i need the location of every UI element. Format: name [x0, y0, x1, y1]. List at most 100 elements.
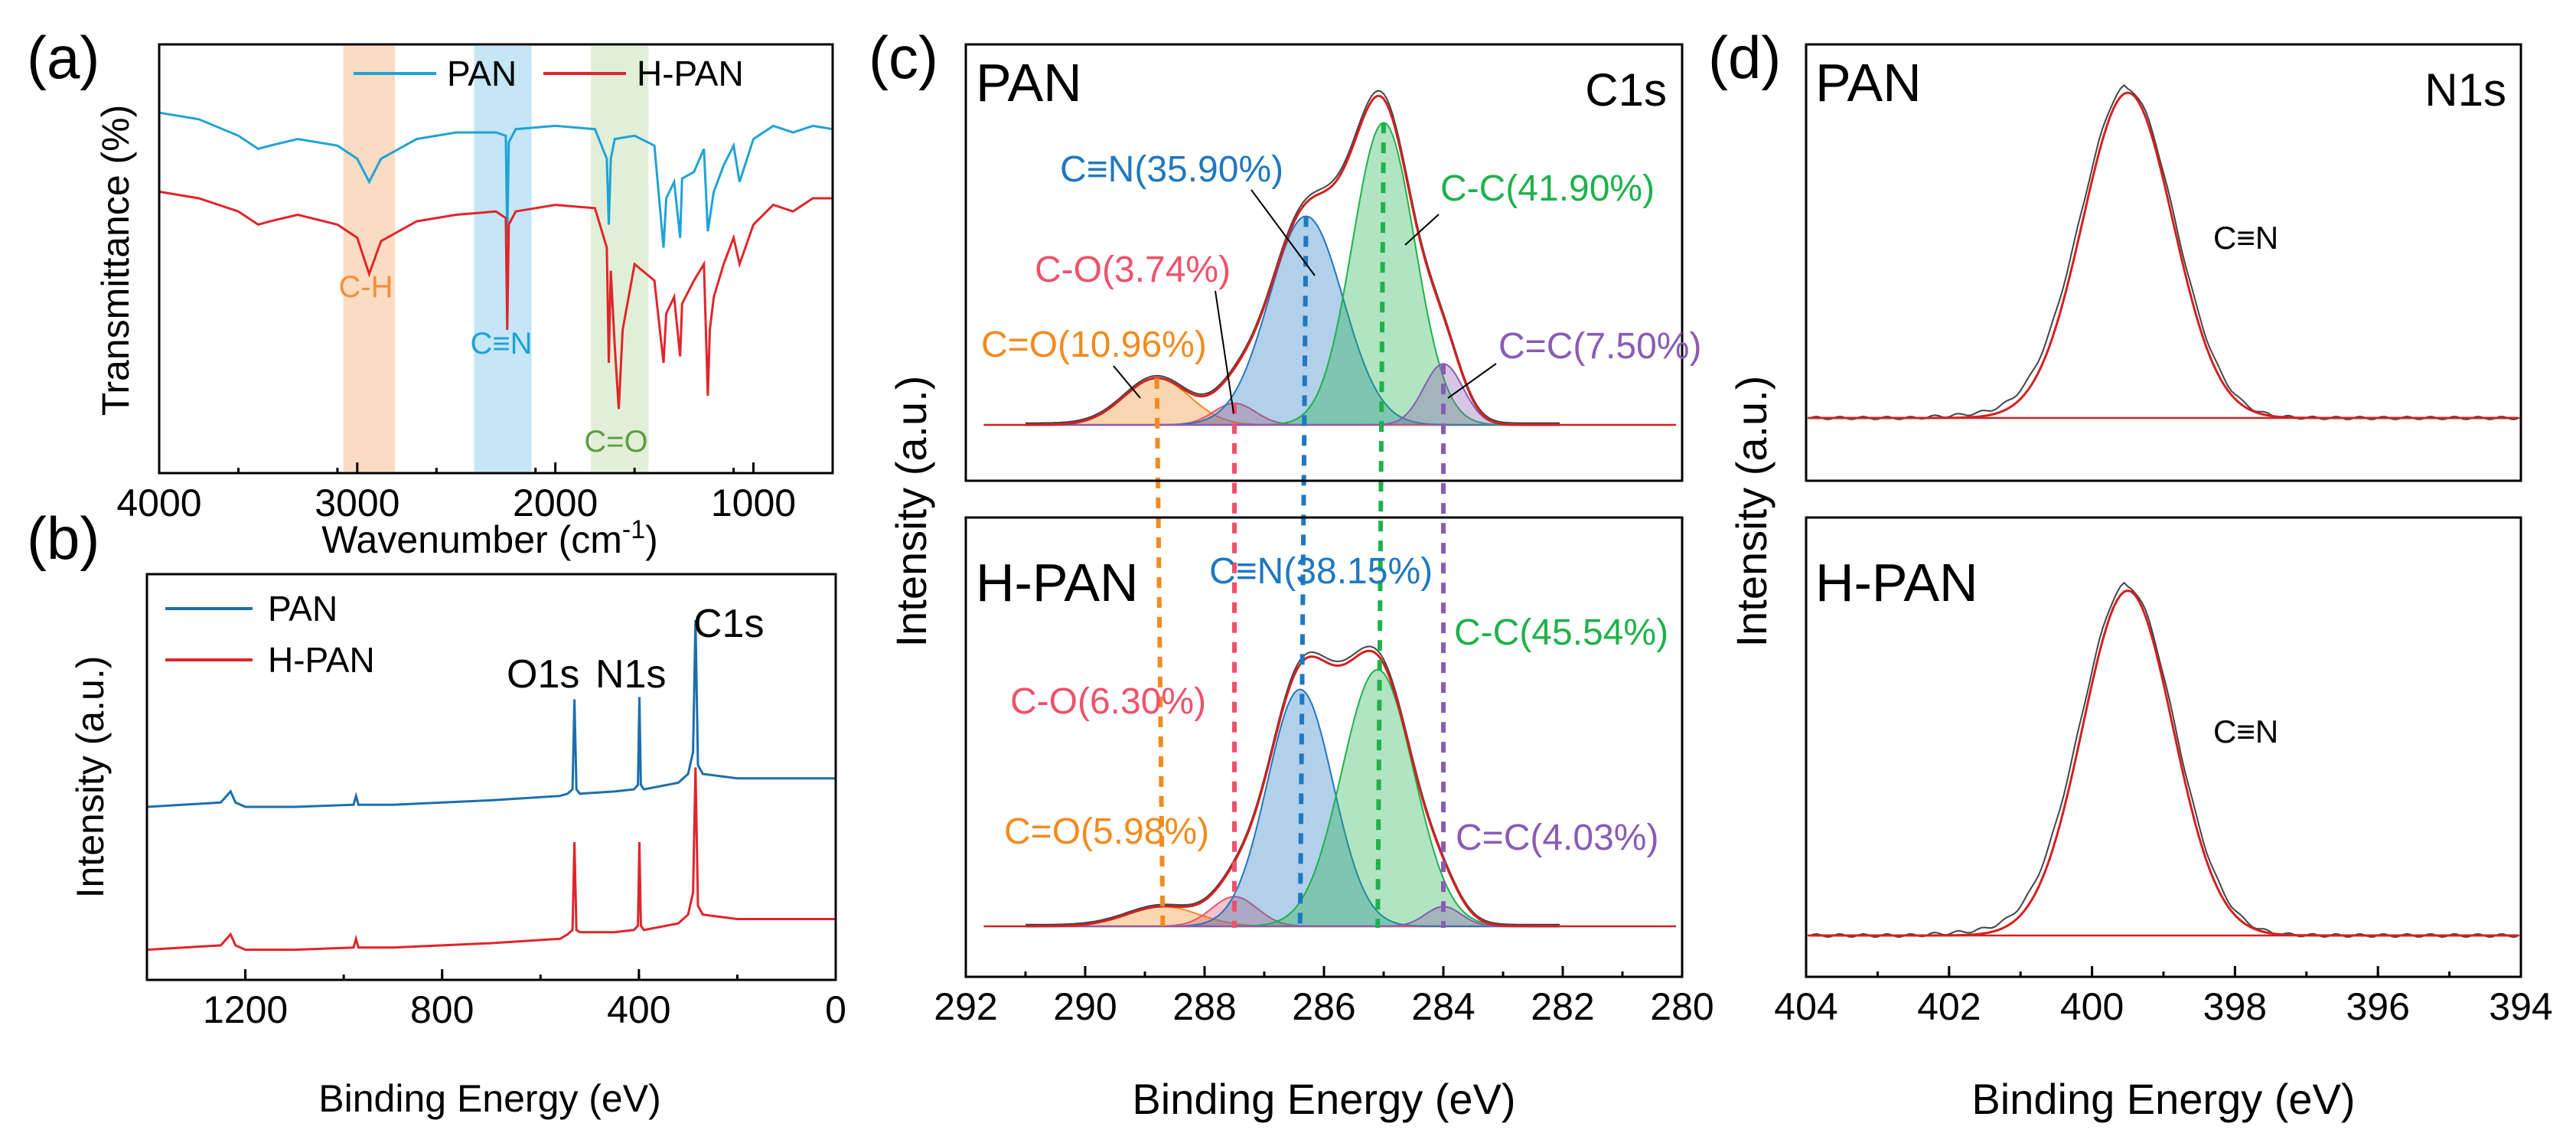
d-bottom-peak-label: C≡N	[2213, 713, 2278, 749]
c-bot-label-c-dbl-c: C=C(4.03%)	[1456, 818, 1658, 858]
a-x-ticks: 4000 3000 2000 1000	[116, 462, 834, 524]
d-bottom-subplot	[1808, 581, 2519, 939]
b-x-ticks: 1200 800 400 0	[145, 969, 846, 1031]
d-tick-label-0: 404	[1774, 985, 1837, 1028]
a-band-group	[343, 46, 649, 472]
c-tick-label-3: 286	[1292, 985, 1355, 1028]
d-top-frame	[1805, 43, 2522, 482]
a-plot-frame	[158, 43, 834, 475]
d-tick-label-5: 394	[2489, 985, 2552, 1028]
c-tick-label-4: 284	[1411, 985, 1475, 1028]
c-top-peak-fill-0	[1026, 377, 1560, 425]
d-x-ticks: 404 402 400 398 396 394	[1774, 966, 2553, 1028]
d-top-raw-spectrum	[1809, 84, 2518, 421]
b-tick-label-1: 800	[410, 988, 474, 1031]
b-annotation-n1s: N1s	[595, 652, 666, 697]
c-top-arrows	[1113, 189, 1497, 414]
c-top-peak-line-4	[1026, 363, 1560, 426]
a-tick-label-1: 3000	[315, 482, 399, 524]
b-series-pan	[146, 619, 836, 808]
a-band-label-ch: C-H	[338, 270, 393, 304]
b-tick-label-3: 0	[825, 988, 846, 1031]
b-plot-frame	[145, 573, 837, 981]
a-tick-label-0: 4000	[116, 482, 201, 524]
c-tick-label-5: 282	[1531, 985, 1594, 1028]
b-x-axis-title: Binding Energy (eV)	[318, 1077, 660, 1120]
d-bottom-sample-label: H-PAN	[1815, 553, 1978, 612]
b-annotation-c1s: C1s	[693, 602, 764, 646]
a-x-axis-title: Wavenumber (cm-1)	[321, 515, 658, 561]
c-top-subplot	[983, 90, 1677, 426]
c-bot-peak-line-4	[1026, 906, 1560, 927]
c-bot-peak-fill-0	[1026, 906, 1560, 926]
c-y-axis-title: Intensity (a.u.)	[887, 376, 935, 648]
c-tick-label-0: 292	[934, 985, 997, 1028]
b-annotation-o1s: O1s	[507, 652, 579, 697]
c-bot-label-co-dbl: C=O(5.98%)	[1004, 811, 1209, 852]
c-x-axis-title: Binding Energy (eV)	[1132, 1075, 1515, 1123]
c-tick-label-2: 288	[1172, 985, 1236, 1028]
a-y-axis-title: Transmittance (%)	[94, 105, 137, 416]
b-legend-hpan: H-PAN	[268, 640, 375, 680]
c-bot-label-co: C-O(6.30%)	[1010, 681, 1206, 722]
c-bot-envelope	[1026, 649, 1560, 928]
c-top-frame	[964, 43, 1684, 482]
d-bot-raw-spectrum	[1809, 581, 2518, 939]
c-bot-raw-spectrum	[1026, 645, 1560, 926]
c-bot-peak-fill-4	[1026, 906, 1560, 926]
a-band-label-co: C=O	[584, 425, 647, 459]
c-tick-label-6: 280	[1650, 985, 1714, 1028]
panel-a-ftir: (a) 4000 3000 2000 1000 C-H C≡N C=O PAN H-P…	[27, 24, 834, 561]
c-bottom-subplot	[983, 645, 1677, 928]
b-series-group	[146, 619, 836, 952]
d-top-fit	[1809, 91, 2518, 420]
panel-b-survey: (b) 1200 800 400 0 PAN H-PAN O1s N1s C1s In…	[27, 504, 846, 1120]
a-x-title-main: Wavenumber (cm	[321, 518, 622, 561]
c-bot-label-cn: C≡N(38.15%)	[1209, 551, 1433, 592]
a-series-hpan	[158, 190, 833, 410]
c-top-arrow-co	[1215, 290, 1234, 414]
c-top-label-cc: C-C(41.90%)	[1440, 168, 1655, 209]
c-top-label-c-dbl-c: C=C(7.50%)	[1498, 326, 1701, 367]
c-top-arrow-c-dbl-c	[1447, 363, 1497, 399]
c-top-arrow-co-dbl	[1113, 365, 1141, 399]
panel-c-label: (c)	[869, 24, 938, 91]
c-dash-0	[1154, 377, 1166, 929]
b-series-hpan	[146, 767, 836, 952]
c-top-peak-fill-3	[1026, 122, 1560, 425]
c-top-arrow-cc	[1404, 214, 1440, 246]
c-tick-label-1: 290	[1053, 985, 1117, 1028]
a-legend-hpan: H-PAN	[637, 54, 744, 93]
panel-b-label: (b)	[27, 504, 99, 572]
d-top-peak-label: C≡N	[2213, 220, 2278, 256]
c-top-peak-fill-4	[1026, 364, 1560, 425]
b-tick-label-0: 1200	[203, 988, 288, 1031]
d-top-sample-label: PAN	[1815, 53, 1922, 113]
c-bot-label-cc: C-C(45.54%)	[1454, 612, 1668, 653]
c-top-label-co-dbl: C=O(10.96%)	[981, 325, 1207, 365]
c-bot-peak-fill-2	[1026, 689, 1560, 926]
d-tick-label-3: 398	[2203, 985, 2267, 1028]
c-top-sample-label: PAN	[976, 53, 1082, 113]
b-legend-pan: PAN	[268, 589, 337, 629]
d-tick-label-2: 400	[2060, 985, 2124, 1028]
c-dash-3	[1375, 122, 1386, 929]
panel-c-c1s: (c) 292 290 288 286 284 282 280 PAN C1s H-PAN …	[869, 24, 1714, 1123]
panel-d-n1s: (d) 404 402 400 398 396 394 PAN N1s H-PAN C≡N…	[1708, 24, 2553, 1123]
a-band-1	[474, 46, 532, 472]
c-top-arrow-cn	[1251, 189, 1316, 276]
d-bot-fit	[1809, 589, 2518, 937]
c-core-label: C1s	[1585, 64, 1667, 116]
a-x-title-end: )	[645, 518, 658, 561]
c-dashed-guides	[1154, 122, 1446, 929]
b-y-axis-title: Intensity (a.u.)	[69, 656, 112, 899]
a-series-pan	[158, 111, 833, 248]
c-bot-peak-fill-3	[1026, 669, 1560, 926]
d-y-axis-title: Intensity (a.u.)	[1727, 376, 1775, 648]
d-x-axis-title: Binding Energy (eV)	[1971, 1075, 2355, 1123]
d-tick-label-1: 402	[1917, 985, 1981, 1028]
c-top-peak-fill-2	[1026, 216, 1560, 425]
d-tick-label-4: 396	[2346, 985, 2409, 1028]
c-top-label-co: C-O(3.74%)	[1035, 250, 1231, 290]
